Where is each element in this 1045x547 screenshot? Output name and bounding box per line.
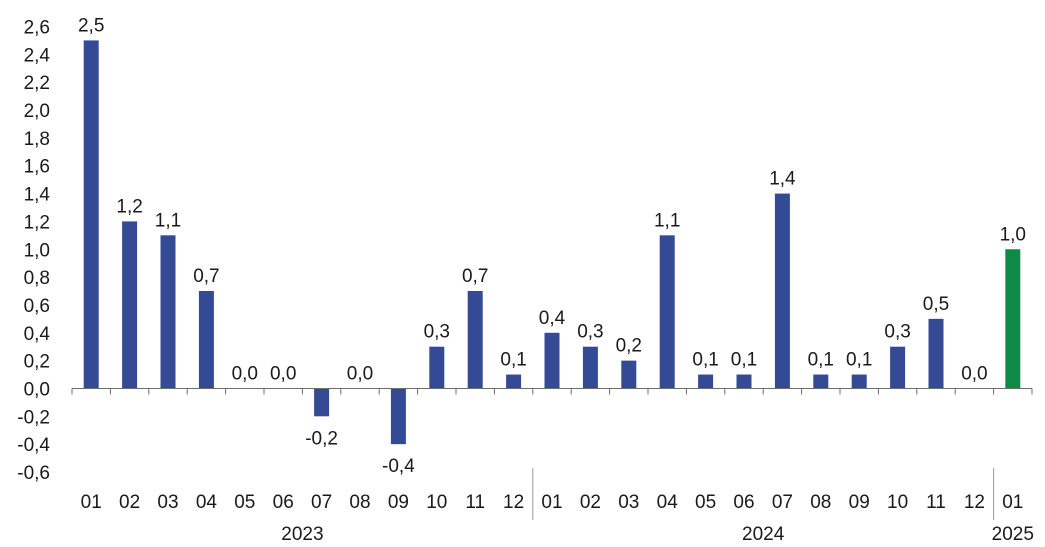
x-tick-label: 03 [618,492,639,513]
bar [160,235,176,389]
x-tick-label: 02 [580,492,601,513]
x-tick-label: 08 [349,492,370,513]
bar [1005,249,1021,389]
data-label: 0,7 [193,266,219,287]
year-labels: 2023 2024 2025 [281,524,1034,545]
bar [736,374,752,389]
x-tick-label: 03 [157,492,178,513]
data-label: 1,2 [116,196,142,217]
bar [544,332,560,389]
y-tick-label: 1,4 [24,185,51,206]
data-label: 0,3 [424,322,450,343]
y-tick-label: 0,8 [24,268,50,289]
x-tick-label: 10 [426,492,447,513]
x-axis-ticks: 01 02 03 04 05 06 07 08 09 10 11 12 01 02 03 04 05 06 07 08… [81,492,1024,513]
y-tick-label: 2,2 [24,73,50,94]
data-label: 0,4 [539,308,566,329]
bar [698,374,714,389]
y-axis-ticks: 2,6 2,4 2,2 2,0 1,8 1,6 1,4 1,2 1,0 0,8 0,6 0,4 0,2 0… [17,18,50,485]
x-tick-label: 08 [810,492,831,513]
x-tick-label: 05 [695,492,716,513]
data-label: 0,3 [577,322,603,343]
data-label: 1,1 [654,210,680,231]
x-tick-label: 01 [1002,492,1023,513]
bar [813,374,829,389]
bar [506,374,522,389]
data-label: 0,2 [616,336,642,357]
bar [774,193,790,389]
bar [851,374,867,389]
x-tick-label: 09 [388,492,409,513]
data-label: 0,1 [500,350,526,371]
y-tick-label: -0,4 [17,435,50,456]
bar [314,388,330,417]
x-tick-label: 05 [234,492,255,513]
x-tick-label: 07 [772,492,793,513]
bar [890,346,906,389]
year-label: 2023 [281,524,323,545]
data-label: 0,0 [347,363,373,384]
y-tick-label: 2,6 [24,18,50,39]
y-tick-label: 0,2 [24,352,50,373]
data-label: 2,5 [78,15,104,36]
x-tick-label: 01 [541,492,562,513]
y-tick-label: 0,0 [24,379,50,400]
y-tick-label: 1,0 [24,240,50,261]
data-labels: 2,5 1,2 1,1 0,7 0,0 0,0 -0,2 0,0 -0,4 0,3 0,7 0,1 0,… [78,15,1026,477]
data-label: 0,3 [884,322,910,343]
y-tick-label: 1,6 [24,157,50,178]
bar [83,40,99,389]
y-tick-label: 1,2 [24,212,50,233]
data-label: 0,0 [961,363,987,384]
data-label: 1,0 [1000,224,1026,245]
bar [198,291,214,389]
x-tick-label: 12 [964,492,985,513]
year-label: 2025 [992,524,1034,545]
x-tick-label: 01 [81,492,102,513]
bar [928,318,944,389]
bar [467,291,483,389]
bar [621,360,637,389]
x-tick-label: 09 [849,492,870,513]
data-label: 0,5 [923,294,949,315]
x-tick-label: 11 [926,492,946,513]
y-tick-label: 2,0 [24,101,50,122]
y-tick-label: 1,8 [24,129,50,150]
data-label: 0,1 [692,350,718,371]
data-label: 0,7 [462,266,488,287]
data-label: 1,4 [769,169,796,190]
x-tick-label: 04 [657,492,679,513]
x-tick-label: 07 [311,492,332,513]
data-label: -0,2 [305,428,338,449]
data-label: 0,1 [846,350,872,371]
bar [390,388,406,445]
x-tick-label: 04 [196,492,218,513]
data-label: 1,1 [155,210,181,231]
bars [83,40,1021,445]
x-tick-label: 12 [503,492,524,513]
bar [122,221,138,389]
bar [659,235,675,389]
data-label: -0,4 [382,456,415,477]
data-label: 0,1 [808,350,834,371]
y-tick-label: 2,4 [24,45,51,66]
bar [582,346,598,389]
y-tick-label: -0,2 [17,407,50,428]
x-tick-label: 06 [733,492,754,513]
x-tick-label: 10 [887,492,908,513]
x-tick-label: 06 [273,492,294,513]
data-label: 0,1 [731,350,757,371]
y-tick-label: 0,4 [24,324,51,345]
data-label: 0,0 [270,363,296,384]
y-tick-label: -0,6 [17,463,50,484]
year-label: 2024 [742,524,785,545]
x-axis [71,387,1033,520]
bar [429,346,445,389]
y-tick-label: 0,6 [24,296,50,317]
data-label: 0,0 [232,363,258,384]
x-tick-label: 11 [465,492,485,513]
x-tick-label: 02 [119,492,140,513]
